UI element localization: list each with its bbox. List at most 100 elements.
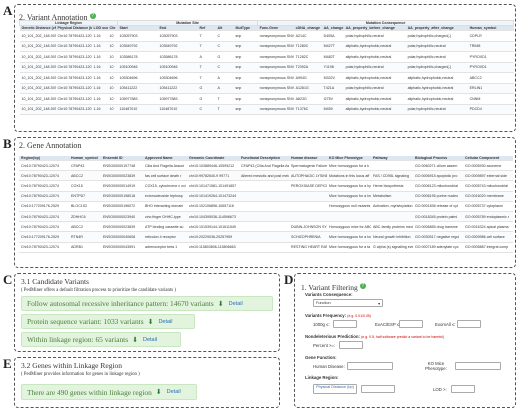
download-icon[interactable]: ⬇	[217, 299, 224, 308]
group-header-consequence: Mutation Consequence	[257, 20, 515, 26]
column-header: Chr	[107, 25, 118, 31]
candidate-item-text: Within linkage region: 65 variants	[27, 335, 129, 344]
table-cell: Mice homozygous for a ta	[327, 242, 371, 253]
table-cell: CNNM	[467, 93, 514, 105]
table-cell: chr10:115803806-115806663	[187, 242, 239, 253]
table-cell: A	[215, 83, 234, 94]
table-cell: 1.16	[91, 41, 108, 52]
table-cell	[371, 160, 413, 172]
table-cell: Altered mesiotic and post meiotic a	[239, 170, 289, 182]
table-cell: G	[197, 83, 216, 94]
table-row: Chr10:78790423-12074 ABCC2 ENSG00000023839…	[19, 221, 513, 233]
table-cell: polar,hydrophilic,neutral	[405, 104, 468, 115]
column-header: End	[157, 25, 198, 31]
nonsense-hint: (e.g. 0.5, half software predict a varia…	[361, 335, 445, 339]
table-cell	[371, 211, 413, 223]
genes-linkage-item: There are 490 genes within linkage regio…	[21, 384, 197, 400]
table-cell: ENSG00000014919	[101, 180, 143, 192]
lod-input[interactable]	[451, 385, 475, 393]
download-icon[interactable]: ⬇	[147, 317, 154, 326]
table-cell	[239, 231, 289, 243]
table-cell: 1.16	[91, 51, 108, 63]
table-cell: COX15	[69, 180, 101, 192]
table-cell: ENSG00000040608	[101, 231, 143, 243]
table-cell: 103057903	[157, 30, 198, 42]
table-cell: M332V	[321, 72, 344, 84]
physical-distance-input[interactable]	[361, 385, 395, 393]
table-cell: T	[197, 30, 216, 42]
table-cell	[239, 191, 289, 202]
freq-exac-input[interactable]	[399, 320, 423, 328]
table-cell: Mutations in this locus aff	[327, 170, 371, 182]
table-cell: Mice homozygous for a k	[327, 160, 371, 172]
table-cell: ABCC2	[69, 221, 101, 233]
table-cell: ENSG00000023940	[101, 211, 143, 223]
genes-linkage-note: ( PedMiner provides information for gene…	[21, 372, 140, 377]
table-cell: A214C	[293, 30, 322, 42]
table-cell: reticulon 4 receptor	[143, 231, 187, 243]
table-cell: Chr10:78790423-12074	[55, 72, 92, 84]
table-cell: 105411222	[117, 83, 158, 94]
table-row: 10_101_202_148.393Chr10:78790423-120741.…	[19, 62, 514, 73]
table-cell	[239, 221, 289, 233]
table-cell: Cilia And Flagella Associ	[143, 160, 187, 172]
column-header: Pathway	[371, 156, 413, 161]
table-cell: 10_101_202_148.393	[19, 62, 56, 73]
download-icon[interactable]: ⬇	[155, 388, 162, 396]
column-header: Genomic Coordinate	[187, 156, 239, 161]
table-cell: 10	[107, 30, 118, 42]
table-cell: polar,hydrophilic,neutral	[405, 51, 468, 63]
table-cell: ENSG00000023839	[101, 221, 143, 233]
question-circle-icon[interactable]: ?	[359, 282, 366, 289]
variant-filtering-header: 1. Variant Filtering?	[301, 277, 366, 295]
freq-exomall-input[interactable]	[457, 320, 481, 328]
table-cell: Activation, myristoylation	[371, 201, 413, 212]
freq-1000g-input[interactable]	[333, 320, 357, 328]
panel-letter-a: A	[3, 3, 13, 18]
candidate-item-linkage: Within linkage region: 65 variants ⬇ Det…	[21, 332, 181, 347]
table-cell: Homozygous null mutants	[327, 201, 371, 212]
detail-link[interactable]: Detail	[166, 389, 181, 395]
ko-mice-input[interactable]	[455, 362, 501, 370]
table-cell: nonsynonymous SNV	[257, 41, 294, 52]
detail-link[interactable]: Detail	[228, 300, 243, 307]
table-cell: ABCC2	[69, 170, 101, 182]
table-row: 10_101_202_148.393Chr10:78790423-120741.…	[19, 51, 514, 63]
table-cell: Y1198	[321, 62, 344, 73]
variant-annotation-table-wrap: Linkage Region Mutation Site Mutation Co…	[18, 20, 515, 115]
download-icon[interactable]: ⬇	[132, 335, 138, 344]
genes-linkage-title: 3.2 Genes within Linkage Region	[21, 361, 123, 370]
table-cell: chr10:102106896-10657116	[187, 201, 239, 212]
column-header: Ensembl ID	[101, 156, 143, 161]
question-circle-icon[interactable]: ?	[89, 12, 96, 19]
detail-link[interactable]: Detail	[142, 336, 158, 343]
table-cell: nonsynonymous SNV	[257, 30, 294, 42]
table-cell: ABC-family proteins med	[371, 221, 413, 233]
table-cell: A823G	[293, 93, 322, 105]
table-cell: 1.16	[91, 30, 108, 42]
table-cell: GO:0007189 adenylate cyc	[413, 242, 463, 253]
table-cell: chr10:101539144-101611549	[187, 221, 239, 233]
table-cell: fas cell surface death r	[143, 170, 187, 182]
table-row: Chr10:78790423-12074 ZDHHC6 ENSG0000002394…	[19, 211, 513, 223]
table-cell: DUBIN-JOHNSON SYND	[289, 221, 327, 233]
percent-input[interactable]	[339, 341, 363, 349]
table-cell: 10	[107, 104, 118, 115]
consequence-select[interactable]: Function ▾	[313, 299, 383, 307]
table-row: Chr10:177209176-2529 BLOC1S2 ENSG000001960…	[19, 201, 513, 212]
table-cell: 105411222	[157, 83, 198, 94]
table-cell: GO:0006915 apoptotic pro	[413, 170, 463, 182]
variant-annotation-body: 10_101_202_148.393Chr10:78790423-120741.…	[19, 30, 514, 115]
physical-distance-value: Physical Distance (bp)	[316, 385, 354, 389]
table-cell: ZDHHC6	[69, 211, 101, 223]
physical-distance-select[interactable]: Physical Distance (bp)	[313, 384, 357, 394]
detail-link[interactable]: Detail	[158, 318, 173, 325]
table-cell: Chr10:78790423-12074	[55, 62, 92, 73]
human-disease-input[interactable]	[347, 362, 393, 370]
table-cell	[289, 201, 327, 212]
table-cell: snp	[233, 93, 258, 105]
table-cell: ATP binding cassette su	[143, 221, 187, 233]
table-cell: Chr10:78790423-12074	[19, 160, 69, 172]
table-cell: 105304696	[117, 72, 158, 84]
column-header: Biological Process	[413, 156, 463, 161]
